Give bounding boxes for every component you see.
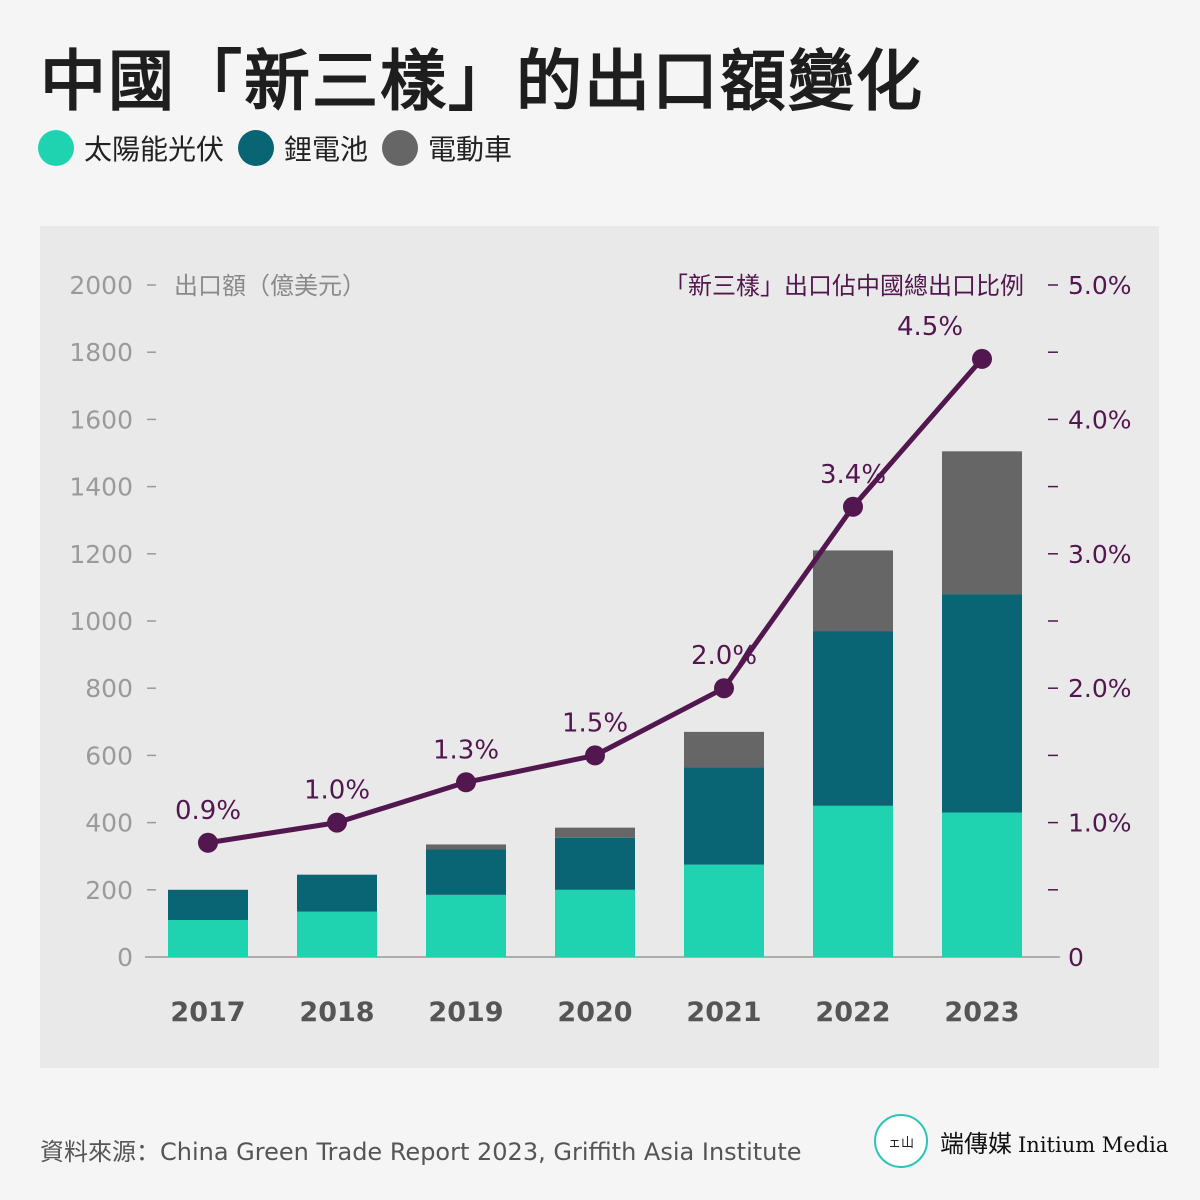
y-axis-title: 出口額（億美元） [174, 272, 366, 300]
x-tick-label: 2018 [299, 997, 374, 1028]
bar-battery [942, 594, 1022, 813]
share-point [327, 812, 347, 833]
share-data-label: 3.4% [820, 460, 886, 490]
y-tick-label: 200 [85, 876, 133, 905]
x-tick-label: 2017 [170, 997, 245, 1028]
share-data-label: 1.5% [562, 708, 628, 738]
y2-tick-label: 2.0% [1068, 674, 1132, 703]
x-tick-label: 2020 [557, 997, 632, 1028]
y-tick-label: 0 [117, 943, 133, 972]
y-tick-label: 1600 [69, 405, 133, 434]
share-point [456, 772, 476, 793]
y-tick-label: 400 [85, 809, 133, 838]
brand-name: 端傳媒 Initium Media [940, 1124, 1168, 1159]
share-point [198, 832, 218, 853]
brand-logo-icon: ェ山 [874, 1114, 928, 1168]
bar-solar [297, 911, 377, 957]
y-tick-label: 2000 [69, 271, 133, 300]
y2-tick-label: 0 [1068, 943, 1084, 972]
page-title: 中國「新三樣」的出口額變化 [40, 43, 924, 120]
bar-solar [942, 812, 1022, 957]
bar-solar [168, 920, 248, 957]
legend-item-ev: 電動車 [382, 128, 512, 168]
share-point [972, 348, 992, 369]
legend-swatch-ev [382, 130, 419, 166]
bar-battery [555, 837, 635, 890]
brand-logo-mark: ェ山 [887, 1135, 914, 1151]
bar-ev [555, 827, 635, 838]
brand-name-zh: 端傳媒 [940, 1130, 1012, 1158]
y2-tick-label: 5.0% [1068, 271, 1132, 300]
bar-solar [684, 864, 764, 957]
legend-item-battery: 鋰電池 [238, 128, 368, 168]
y-tick-label: 800 [85, 674, 133, 703]
y2-tick-label: 4.0% [1068, 405, 1132, 434]
share-point [585, 745, 605, 766]
bar-ev [942, 451, 1022, 595]
legend-swatch-solar [38, 130, 74, 166]
share-point [714, 678, 734, 699]
share-data-label: 1.0% [304, 776, 370, 806]
legend-swatch-battery [238, 130, 275, 166]
x-tick-label: 2022 [815, 997, 890, 1028]
bar-solar [813, 805, 893, 957]
chart-legend: 太陽能光伏 鋰電池 電動車 [38, 128, 526, 168]
bar-battery [168, 889, 248, 921]
x-tick-label: 2019 [428, 997, 503, 1028]
y2-axis-title: 「新三樣」出口佔中國總出口比例 [664, 272, 1024, 300]
bar-battery [684, 767, 764, 865]
bar-battery [813, 631, 893, 806]
y-tick-label: 1800 [69, 338, 133, 367]
y-tick-label: 600 [85, 741, 133, 770]
legend-label-ev: 電動車 [428, 133, 513, 166]
y2-tick-label: 1.0% [1068, 809, 1132, 838]
legend-label-battery: 鋰電池 [284, 133, 369, 166]
y-tick-label: 1000 [69, 607, 133, 636]
legend-label-solar: 太陽能光伏 [84, 133, 225, 166]
legend-item-solar: 太陽能光伏 [38, 128, 224, 168]
bar-solar [555, 889, 635, 957]
share-data-label: 1.3% [433, 735, 499, 765]
bar-ev [426, 844, 506, 850]
share-data-label: 0.9% [175, 796, 241, 826]
y2-tick-label: 3.0% [1068, 540, 1132, 569]
bar-battery [297, 874, 377, 912]
bar-ev [684, 731, 764, 768]
bar-solar [426, 894, 506, 957]
share-data-label: 2.0% [691, 641, 757, 671]
bar-ev [813, 550, 893, 632]
source-note: 資料來源：China Green Trade Report 2023, Grif… [40, 1138, 802, 1166]
y-tick-label: 1400 [69, 473, 133, 502]
brand-name-en: Initium Media [1018, 1133, 1169, 1157]
chart: 0 200 400 600 800 1000 1200 1400 1600 1800 2000 出口額… [69, 271, 1132, 1028]
x-tick-label: 2023 [944, 997, 1019, 1028]
share-data-label: 4.5% [897, 312, 963, 342]
y-tick-label: 1200 [69, 540, 133, 569]
share-point [843, 496, 863, 517]
bar-battery [426, 849, 506, 895]
x-tick-label: 2021 [686, 997, 761, 1028]
